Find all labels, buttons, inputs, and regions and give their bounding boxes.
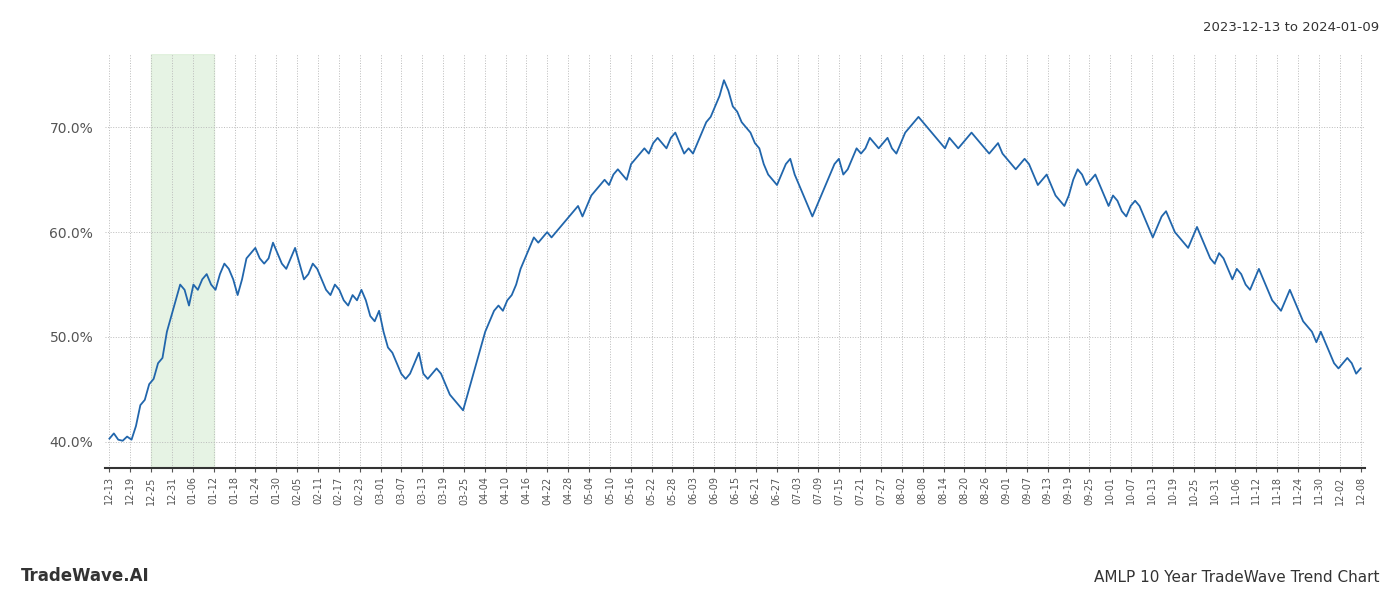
Text: 2023-12-13 to 2024-01-09: 2023-12-13 to 2024-01-09: [1203, 21, 1379, 34]
Text: TradeWave.AI: TradeWave.AI: [21, 567, 150, 585]
Bar: [151, 54, 214, 468]
Text: AMLP 10 Year TradeWave Trend Chart: AMLP 10 Year TradeWave Trend Chart: [1093, 570, 1379, 585]
